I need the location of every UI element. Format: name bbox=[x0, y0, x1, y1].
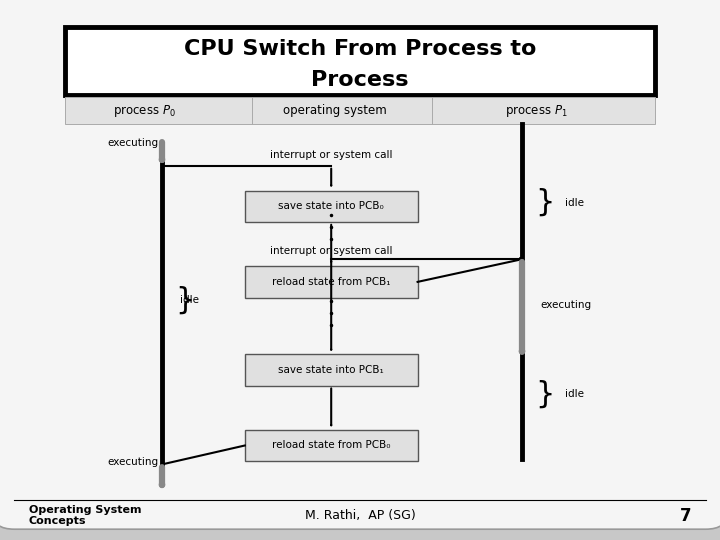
Text: process $P_1$: process $P_1$ bbox=[505, 103, 568, 119]
Text: idle: idle bbox=[565, 389, 584, 399]
Text: }: } bbox=[535, 380, 554, 409]
Text: executing: executing bbox=[107, 457, 158, 467]
FancyBboxPatch shape bbox=[245, 191, 418, 222]
Text: M. Rathi,  AP (SG): M. Rathi, AP (SG) bbox=[305, 509, 415, 522]
Text: reload state from PCB₀: reload state from PCB₀ bbox=[272, 441, 390, 450]
Text: idle: idle bbox=[565, 198, 584, 207]
Text: save state into PCB₁: save state into PCB₁ bbox=[279, 365, 384, 375]
Text: Process: Process bbox=[311, 70, 409, 90]
Text: reload state from PCB₁: reload state from PCB₁ bbox=[272, 277, 390, 287]
Text: }: } bbox=[535, 188, 554, 217]
Text: operating system: operating system bbox=[283, 104, 387, 117]
Text: idle: idle bbox=[180, 295, 199, 305]
Text: Operating System
Concepts: Operating System Concepts bbox=[29, 505, 141, 526]
FancyBboxPatch shape bbox=[245, 266, 418, 298]
FancyBboxPatch shape bbox=[245, 354, 418, 386]
FancyBboxPatch shape bbox=[65, 97, 655, 124]
Text: }: } bbox=[175, 285, 194, 314]
Text: interrupt or system call: interrupt or system call bbox=[270, 150, 392, 160]
Text: process $P_0$: process $P_0$ bbox=[112, 103, 176, 119]
FancyBboxPatch shape bbox=[245, 430, 418, 461]
FancyBboxPatch shape bbox=[0, 0, 720, 529]
Text: executing: executing bbox=[540, 300, 591, 310]
Text: 7: 7 bbox=[680, 507, 691, 525]
Text: executing: executing bbox=[107, 138, 158, 148]
Text: CPU Switch From Process to: CPU Switch From Process to bbox=[184, 38, 536, 59]
FancyBboxPatch shape bbox=[65, 27, 655, 94]
Text: interrupt or system call: interrupt or system call bbox=[270, 246, 392, 255]
Text: save state into PCB₀: save state into PCB₀ bbox=[279, 201, 384, 211]
